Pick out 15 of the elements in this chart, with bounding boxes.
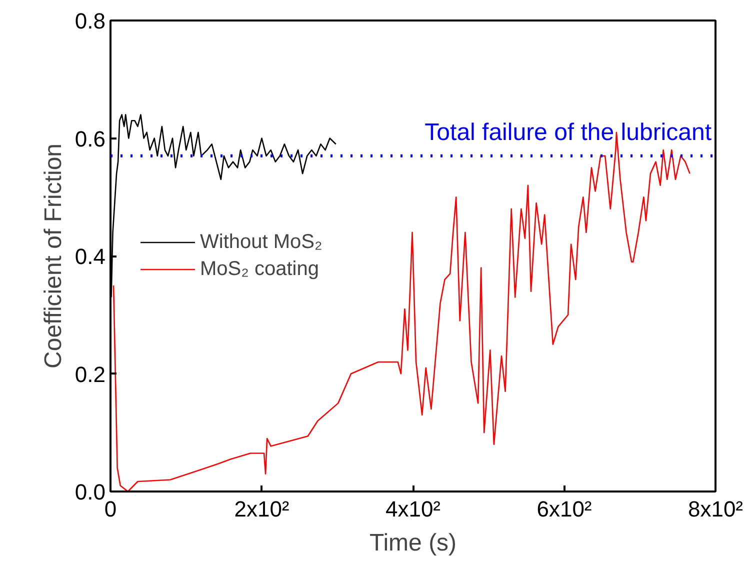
x-tick-label: 4x10²	[385, 496, 441, 522]
x-tick-label: 8x10²	[688, 496, 744, 522]
legend-label: MoS₂ coating	[200, 258, 319, 280]
y-tick-label: 0.4	[74, 244, 106, 269]
y-tick-label: 0.0	[74, 480, 106, 504]
x-tick-label: 0	[104, 496, 117, 522]
y-tick-label: 0.8	[74, 8, 106, 34]
legend-label: Without MoS₂	[200, 230, 322, 254]
y-tick-label: 0.2	[74, 362, 106, 387]
y-tick-label: 0.6	[74, 126, 106, 152]
y-axis-title: Coefficient of Friction	[40, 143, 67, 368]
x-tick-label: 2x10²	[234, 496, 290, 522]
x-tick-label: 6x10²	[536, 496, 592, 522]
ref-line-label: Total failure of the lubricant	[424, 118, 712, 146]
x-axis-title: Time (s)	[369, 530, 457, 556]
